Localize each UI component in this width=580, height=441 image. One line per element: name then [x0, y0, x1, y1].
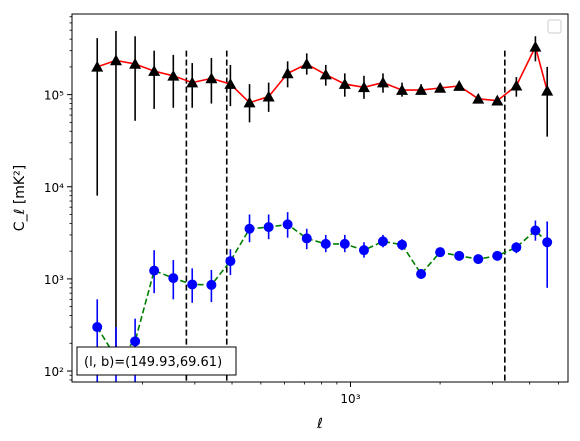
data-point-circle [168, 273, 179, 284]
data-point-triangle [491, 94, 504, 106]
data-point-circle [320, 238, 331, 249]
data-point-circle [358, 245, 369, 256]
data-point-triangle [472, 92, 485, 104]
data-point-triangle [224, 78, 237, 89]
data-point-circle [473, 254, 484, 265]
data-point-triangle [262, 90, 275, 102]
data-point-circle [397, 239, 408, 250]
data-point-triangle [186, 76, 199, 88]
data-point-circle [530, 225, 541, 236]
data-point-circle [187, 279, 198, 290]
data-point-triangle [541, 84, 554, 96]
data-point-triangle [281, 67, 294, 79]
legend-box [547, 19, 562, 34]
data-point-circle [282, 219, 293, 230]
data-point-circle [454, 250, 465, 261]
data-point-circle [511, 242, 522, 253]
data-point-triangle [415, 84, 428, 95]
data-point-triangle [243, 96, 256, 108]
x-axis-label: ℓ [316, 416, 323, 432]
data-point-circle [244, 223, 255, 234]
y-tick-label: 10⁵ [44, 89, 64, 103]
annotation-text: (l, b)=(149.93,69.61) [84, 355, 222, 370]
data-point-circle [435, 247, 446, 258]
data-point-circle [149, 265, 160, 276]
data-point-circle [416, 268, 427, 279]
data-point-circle [263, 222, 274, 233]
y-axis-label: C_ℓ [mK²] [12, 165, 28, 231]
data-point-triangle [510, 79, 523, 91]
data-point-triangle [129, 57, 142, 69]
data-point-circle [206, 279, 217, 290]
data-point-triangle [396, 84, 409, 95]
data-point-triangle [319, 68, 332, 80]
data-point-triangle [148, 65, 161, 76]
data-point-triangle [376, 76, 389, 88]
x-tick-label: 10³ [340, 392, 360, 406]
data-point-circle [492, 250, 503, 261]
data-point-triangle [109, 54, 122, 66]
y-tick-label: 10⁴ [44, 181, 64, 195]
data-point-triangle [357, 81, 370, 93]
annotation-box: (l, b)=(149.93,69.61) [76, 346, 237, 376]
data-point-triangle [300, 57, 313, 69]
data-point-circle [339, 238, 350, 249]
data-point-triangle [91, 60, 104, 72]
data-point-circle [301, 233, 312, 244]
data-point-triangle [434, 81, 447, 93]
data-point-triangle [453, 80, 466, 91]
data-point-circle [377, 236, 388, 247]
data-point-triangle [167, 69, 180, 81]
y-tick-label: 10² [44, 365, 64, 379]
data-point-triangle [529, 40, 542, 52]
data-point-triangle [205, 72, 218, 84]
data-point-circle [225, 256, 236, 267]
data-point-circle [130, 336, 141, 347]
data-point-circle [92, 322, 103, 333]
plot-frame [71, 13, 569, 383]
data-point-circle [542, 237, 553, 248]
y-tick-label: 10³ [44, 273, 64, 287]
data-point-triangle [338, 78, 351, 89]
